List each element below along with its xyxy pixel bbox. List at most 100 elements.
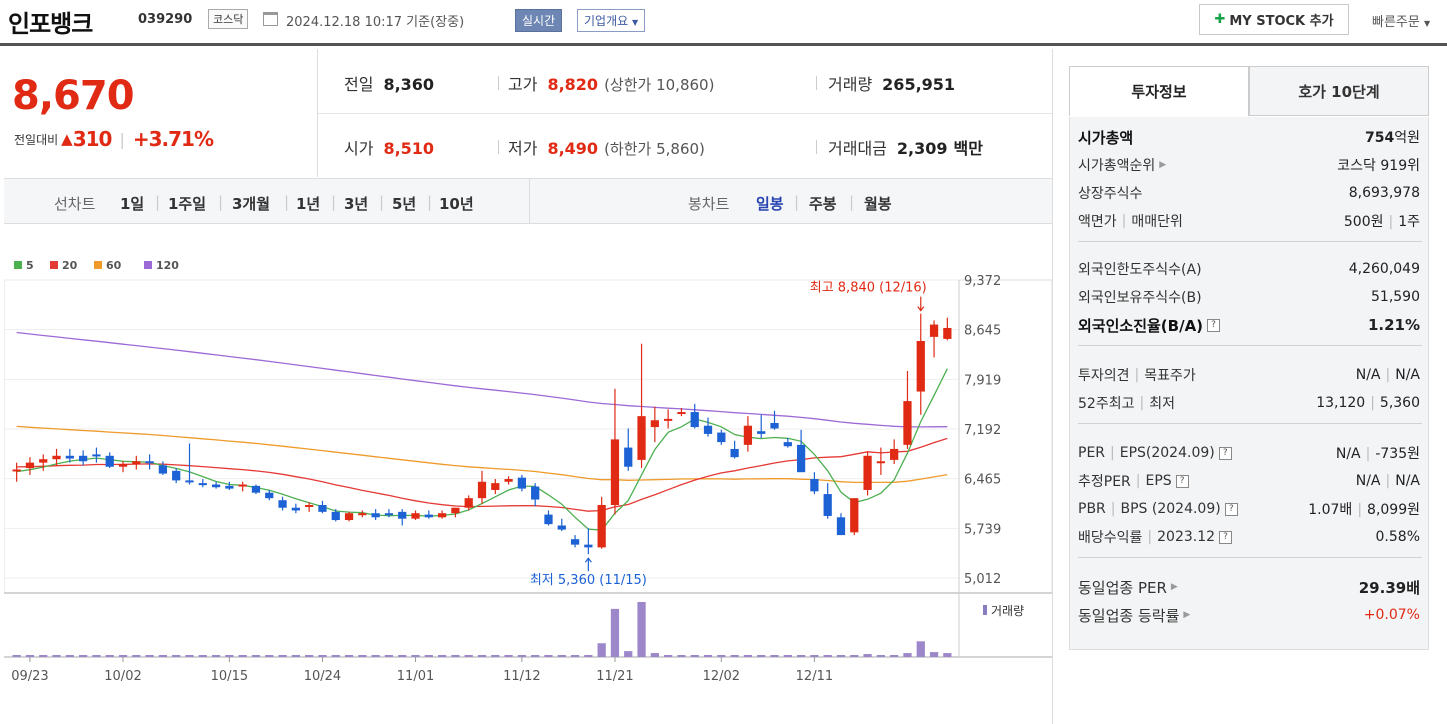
dividend-row: 배당수익률 | 2023.12? 0.58% [1078, 525, 1420, 549]
volume-bar [584, 655, 593, 657]
bps-label: BPS (2024.09) [1120, 501, 1221, 517]
divider: | [1121, 213, 1127, 229]
target-price-label: 목표주가 [1144, 368, 1196, 384]
candle-body [278, 500, 287, 508]
period-10y[interactable]: 10년 [439, 195, 474, 213]
divider [529, 179, 530, 223]
trade-amount-unit: 백만 [953, 139, 983, 158]
x-tick-label: 10/15 [211, 669, 248, 684]
calendar-icon [263, 12, 278, 26]
volume-bar [650, 653, 659, 657]
per-eps-row: PER | EPS(2024.09)? N/A | -735원 [1078, 441, 1420, 465]
candle-daily[interactable]: 일봉 [756, 195, 784, 213]
ma20-line [16, 437, 948, 512]
candle-body [79, 455, 88, 462]
volume-bar [863, 654, 872, 657]
eps-label: EPS(2024.09) [1119, 445, 1215, 461]
candle-body [12, 469, 21, 472]
company-overview-dropdown[interactable]: 기업개요 ▼ [577, 9, 646, 32]
candle-weekly[interactable]: 주봉 [809, 195, 837, 213]
volume-bar [703, 655, 713, 657]
est-per-value: N/A [1355, 473, 1381, 489]
volume-bar [371, 655, 380, 657]
info-tabs: 투자정보 호가 10단계 [1069, 66, 1429, 116]
candle-body [650, 420, 659, 428]
market-cap-rank-link[interactable]: 시가총액순위 ▶ [1078, 155, 1166, 175]
divider: | [1135, 473, 1141, 489]
trading-unit-value: 1주 [1398, 214, 1420, 230]
change-label: 전일대비 [14, 132, 59, 147]
candle-body [172, 470, 181, 481]
volume-bar [544, 655, 553, 657]
industry-change-link[interactable]: 동일업종 등락률 ▶ [1078, 605, 1190, 626]
foreign-ratio-row: 외국인소진율(B/A)? 1.21% [1078, 313, 1420, 337]
period-3y[interactable]: 3년 [344, 195, 369, 213]
datetime-value: 2024.12.18 10:17 [286, 15, 403, 30]
volume-bar [344, 655, 354, 657]
est-eps-label: EPS [1145, 473, 1172, 489]
volume-bars [12, 602, 952, 657]
pbr-bps-row: PBR | BPS (2024.09)? 1.07배 | 8,099원 [1078, 497, 1420, 521]
quick-order-dropdown[interactable]: 빠른주문 ▼ [1372, 11, 1430, 30]
volume-bar [757, 655, 766, 657]
chart-period-bar: 선차트 1일 | 1주일 | 3개월 | 1년 | 3년 | 5년 | 10년 … [4, 178, 1052, 224]
x-tick-label: 12/11 [796, 669, 833, 684]
candle-body [358, 513, 367, 516]
dividend-date: 2023.12 [1157, 529, 1216, 545]
candle-monthly[interactable]: 월봉 [864, 195, 892, 213]
period-1y[interactable]: 1년 [296, 195, 321, 213]
candle-body [584, 544, 593, 548]
candle-body [331, 511, 340, 521]
candle-body [929, 324, 939, 337]
divider: | [1147, 529, 1153, 545]
market-cap-label: 시가총액 [1078, 128, 1134, 147]
volume-bar [836, 655, 846, 657]
candle-body [344, 513, 354, 521]
candle-body [504, 479, 513, 482]
period-5y[interactable]: 5년 [392, 195, 417, 213]
bps-value: 8,099원 [1367, 502, 1420, 518]
help-icon[interactable]: ? [1219, 530, 1233, 544]
volume-bar [929, 652, 939, 657]
period-1w[interactable]: 1주일 [168, 195, 207, 213]
prev-close: 전일 8,360 [344, 71, 434, 95]
help-icon[interactable]: ? [1175, 474, 1189, 488]
x-tick-label: 10/02 [104, 669, 141, 684]
x-axis-ticks: 09/23 10/02 10/15 10/24 11/01 11/12 11/21 12/02… [11, 657, 833, 684]
divider: | [1357, 502, 1363, 518]
prev-close-label: 전일 [344, 75, 374, 94]
tab-orderbook-10[interactable]: 호가 10단계 [1249, 66, 1429, 116]
est-per-eps-row: 추정PER | EPS? N/A | N/A [1078, 469, 1420, 493]
help-icon[interactable]: ? [1224, 502, 1238, 516]
divider: | [849, 193, 855, 211]
par-value-row: 액면가 | 매매단위 500원 | 1주 [1078, 209, 1420, 233]
help-icon[interactable]: ? [1207, 318, 1221, 332]
divider [1078, 241, 1422, 242]
help-icon[interactable]: ? [1218, 446, 1232, 460]
candle-body [251, 485, 261, 493]
candle-body [544, 514, 553, 525]
tab-investment-info[interactable]: 투자정보 [1069, 66, 1249, 116]
market-cap-unit: 억원 [1394, 130, 1420, 146]
open-label: 시가 [344, 139, 374, 158]
candle-body [757, 431, 766, 434]
period-3m[interactable]: 3개월 [232, 195, 271, 213]
volume-bar [664, 655, 673, 657]
add-mystock-button[interactable]: ✚ MY STOCK 추가 [1199, 4, 1349, 35]
candle-body [890, 448, 899, 460]
volume-bar [384, 655, 394, 657]
candlestick-chart[interactable]: 5 20 60 120 9,372 8,645 7,919 7,192 6,465 5,7… [3, 225, 1053, 723]
industry-per-link[interactable]: 동일업종 PER ▶ [1078, 577, 1178, 598]
candle-body [916, 340, 925, 392]
period-1d[interactable]: 1일 [120, 195, 145, 213]
ma60-legend-label: 60 [106, 259, 122, 272]
realtime-button[interactable]: 실시간 [515, 9, 563, 32]
change-percent: +3.71% [132, 127, 214, 151]
candle-body [677, 412, 686, 415]
open-price: 시가 8,510 [344, 135, 434, 159]
candle-body [265, 492, 274, 499]
foreign-limit-row: 외국인한도주식수(A) 4,260,049 [1078, 257, 1420, 281]
y-tick-label: 5,739 [964, 522, 1001, 537]
candle-body [39, 459, 48, 463]
stock-chart[interactable]: 5 20 60 120 9,372 8,645 7,919 7,192 6,465 5,7… [3, 225, 1053, 723]
